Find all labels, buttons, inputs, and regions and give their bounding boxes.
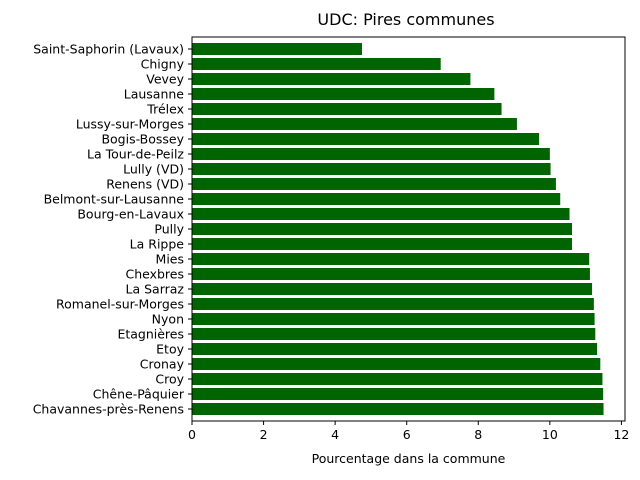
x-tick-label: 10: [542, 427, 558, 442]
y-tick-label: Nyon: [152, 312, 184, 327]
x-tick-label: 6: [403, 427, 411, 442]
y-tick-label: Renens (VD): [106, 177, 184, 192]
bar: [192, 163, 551, 175]
bar: [192, 43, 362, 55]
y-tick-label: Mies: [156, 252, 184, 267]
y-tick-label: Chêne-Pâquier: [93, 387, 185, 402]
y-tick-label: La Tour-de-Peilz: [87, 147, 184, 162]
y-axis-ticks: Saint-Saphorin (Lavaux)ChignyVeveyLausan…: [33, 42, 192, 417]
bar: [192, 148, 550, 160]
y-tick-label: Bogis-Bossey: [101, 132, 184, 147]
bar: [192, 223, 573, 235]
bar: [192, 238, 573, 250]
bar: [192, 58, 441, 70]
bar: [192, 103, 502, 115]
x-tick-label: 0: [188, 427, 196, 442]
x-tick-label: 8: [474, 427, 482, 442]
bar: [192, 73, 471, 85]
bar: [192, 403, 604, 415]
x-tick-label: 2: [260, 427, 268, 442]
y-tick-label: Bourg-en-Lavaux: [77, 207, 184, 222]
bar: [192, 88, 495, 100]
bar: [192, 178, 556, 190]
y-tick-label: Croy: [155, 372, 184, 387]
y-tick-label: Etoy: [156, 342, 184, 357]
bar: [192, 313, 595, 325]
y-tick-label: Belmont-sur-Lausanne: [44, 192, 185, 207]
bar: [192, 328, 596, 340]
plot-frame: [191, 36, 626, 422]
x-tick-label: 12: [613, 427, 629, 442]
bar: [192, 373, 603, 385]
y-tick-label: La Sarraz: [126, 282, 185, 297]
bar: [192, 268, 590, 280]
bar: [192, 298, 594, 310]
x-tick-label: 4: [331, 427, 339, 442]
bar: [192, 118, 517, 130]
y-tick-label: Cronay: [140, 357, 185, 372]
bar: [192, 253, 590, 265]
y-tick-label: Chigny: [141, 57, 185, 72]
y-tick-label: Saint-Saphorin (Lavaux): [33, 42, 184, 57]
y-tick-label: Pully: [154, 222, 184, 237]
y-tick-label: Etagnières: [117, 327, 184, 342]
bar: [192, 133, 540, 145]
x-axis-ticks: 0 2 4 6 8 10 12: [188, 421, 629, 442]
bar: [192, 358, 601, 370]
y-tick-label: Romanel-sur-Morges: [56, 297, 184, 312]
y-tick-label: Vevey: [146, 72, 184, 87]
bar: [192, 343, 598, 355]
bars-group: [192, 43, 604, 415]
y-tick-label: Trélex: [146, 102, 184, 117]
y-tick-label: La Rippe: [130, 237, 185, 252]
x-axis-label: Pourcentage dans la commune: [312, 451, 506, 466]
y-tick-label: Lausanne: [124, 87, 185, 102]
y-tick-label: Chexbres: [125, 267, 184, 282]
bar: [192, 193, 561, 205]
bar: [192, 208, 570, 220]
bar: [192, 388, 604, 400]
y-tick-label: Chavannes-près-Renens: [33, 402, 184, 417]
bar: [192, 283, 593, 295]
y-tick-label: Lully (VD): [123, 162, 184, 177]
y-tick-label: Lussy-sur-Morges: [76, 117, 184, 132]
chart-title: UDC: Pires communes: [317, 10, 494, 29]
